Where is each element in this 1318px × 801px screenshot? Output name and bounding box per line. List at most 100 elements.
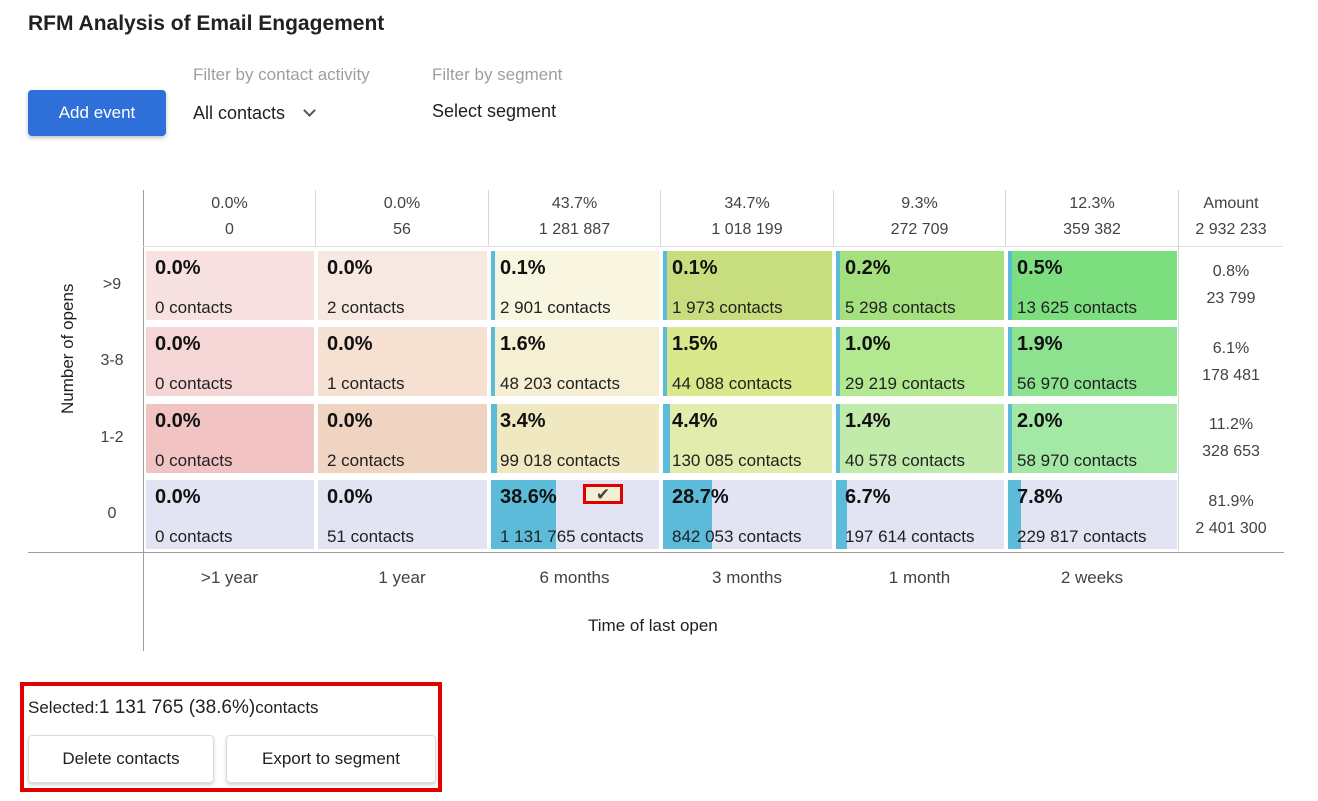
- amount-header: Amount 2 932 233: [1179, 191, 1283, 243]
- cell-pct: 0.0%: [327, 333, 373, 355]
- export-to-segment-button[interactable]: Export to segment: [226, 735, 436, 783]
- row-total-amount: 2 401 300: [1195, 520, 1267, 537]
- column-header-3months: 34.7% 1 018 199: [661, 191, 833, 243]
- matrix-cell[interactable]: 1.9% 56 970 contacts: [1008, 327, 1177, 396]
- cell-count: 58 970 contacts: [1017, 451, 1138, 470]
- col-divider: [833, 190, 834, 246]
- row-total-amount: 328 653: [1202, 443, 1260, 460]
- matrix-cell[interactable]: 0.1% 2 901 contacts: [491, 251, 659, 320]
- cell-count: 51 contacts: [327, 527, 414, 546]
- cell-pct: 0.0%: [327, 410, 373, 432]
- cell-pct: 0.0%: [155, 410, 201, 432]
- matrix-cell[interactable]: 1.5% 44 088 contacts: [663, 327, 832, 396]
- y-axis-line: [143, 190, 144, 651]
- cell-fill-bar: [836, 251, 841, 320]
- row-total-3-8: 6.1% 178 481: [1179, 335, 1283, 389]
- col-divider: [660, 190, 661, 246]
- column-label-2weeks: 2 weeks: [1060, 568, 1124, 587]
- cell-pct: 0.0%: [155, 486, 201, 508]
- selected-check-marker[interactable]: ✔: [583, 484, 623, 504]
- filter-segment-label: Filter by segment: [432, 65, 563, 84]
- cell-fill-bar: [663, 404, 671, 473]
- cell-pct: 0.2%: [845, 257, 891, 279]
- matrix-cell-selected[interactable]: 38.6% 1 131 765 contacts: [491, 480, 659, 549]
- column-pct: 12.3%: [1069, 195, 1115, 212]
- matrix-cell[interactable]: 0.0% 2 contacts: [318, 404, 487, 473]
- cell-pct: 2.0%: [1017, 410, 1063, 432]
- matrix-cell[interactable]: 1.6% 48 203 contacts: [491, 327, 659, 396]
- row-total-pct: 0.8%: [1212, 263, 1250, 280]
- cell-fill-bar: [491, 327, 496, 396]
- cell-pct: 0.1%: [500, 257, 546, 279]
- cell-count: 2 contacts: [327, 298, 405, 317]
- cell-count: 229 817 contacts: [1017, 527, 1147, 546]
- cell-fill-bar: [836, 327, 841, 396]
- cell-pct: 0.1%: [672, 257, 718, 279]
- cell-fill-bar: [1008, 327, 1013, 396]
- matrix-cell[interactable]: 1.4% 40 578 contacts: [836, 404, 1004, 473]
- matrix-cell[interactable]: 0.0% 0 contacts: [146, 480, 314, 549]
- cell-pct: 0.0%: [155, 333, 201, 355]
- selection-panel: [20, 682, 442, 792]
- matrix-cell[interactable]: 7.8% 229 817 contacts: [1008, 480, 1177, 549]
- matrix-cell[interactable]: 0.0% 0 contacts: [146, 327, 314, 396]
- cell-count: 197 614 contacts: [845, 527, 975, 546]
- cell-count: 0 contacts: [155, 451, 233, 470]
- row-total-amount: 178 481: [1202, 367, 1260, 384]
- cell-count: 842 053 contacts: [672, 527, 802, 546]
- delete-contacts-button[interactable]: Delete contacts: [28, 735, 214, 783]
- cell-count: 29 219 contacts: [845, 374, 966, 393]
- row-total-0: 81.9% 2 401 300: [1179, 488, 1283, 542]
- cell-pct: 0.0%: [327, 486, 373, 508]
- matrix-cell[interactable]: 0.0% 0 contacts: [146, 251, 314, 320]
- matrix-cell[interactable]: 0.5% 13 625 contacts: [1008, 251, 1177, 320]
- cell-count: 48 203 contacts: [500, 374, 621, 393]
- column-amount: 272 709: [890, 221, 949, 238]
- col-divider: [1005, 190, 1006, 246]
- cell-count: 2 contacts: [327, 451, 405, 470]
- amount-title: Amount: [1203, 195, 1259, 212]
- cell-pct: 1.0%: [845, 333, 891, 355]
- filter-activity-select[interactable]: All contacts: [193, 103, 316, 124]
- chevron-down-icon: [303, 104, 316, 117]
- column-header-gt1year: 0.0% 0: [144, 191, 315, 243]
- column-pct: 0.0%: [383, 195, 421, 212]
- cell-pct: 1.4%: [845, 410, 891, 432]
- column-label-gt1year: >1 year: [200, 568, 259, 587]
- amount-total: 2 932 233: [1195, 221, 1267, 238]
- cell-fill-bar: [491, 251, 496, 320]
- row-total-gt9: 0.8% 23 799: [1179, 258, 1283, 312]
- column-header-6months: 43.7% 1 281 887: [489, 191, 660, 243]
- filter-segment-select[interactable]: Select segment: [432, 101, 557, 121]
- cell-count: 0 contacts: [155, 298, 233, 317]
- matrix-cell[interactable]: 1.0% 29 219 contacts: [836, 327, 1004, 396]
- cell-pct: 1.9%: [1017, 333, 1063, 355]
- add-event-button[interactable]: Add event: [28, 90, 166, 136]
- cell-fill-bar: [836, 404, 841, 473]
- matrix-cell[interactable]: 0.1% 1 973 contacts: [663, 251, 832, 320]
- cell-pct: 0.0%: [327, 257, 373, 279]
- cell-pct: 7.8%: [1017, 486, 1063, 508]
- matrix-cell[interactable]: 0.0% 0 contacts: [146, 404, 314, 473]
- matrix-cell[interactable]: 0.0% 1 contacts: [318, 327, 487, 396]
- column-pct: 34.7%: [724, 195, 770, 212]
- matrix-cell[interactable]: 28.7% 842 053 contacts: [663, 480, 832, 549]
- matrix-cell[interactable]: 0.2% 5 298 contacts: [836, 251, 1004, 320]
- matrix-cell[interactable]: 3.4% 99 018 contacts: [491, 404, 659, 473]
- column-pct: 9.3%: [901, 195, 938, 212]
- matrix-cell[interactable]: 0.0% 2 contacts: [318, 251, 487, 320]
- matrix-cell[interactable]: 6.7% 197 614 contacts: [836, 480, 1004, 549]
- cell-pct: 38.6%: [500, 486, 557, 508]
- cell-count: 56 970 contacts: [1017, 374, 1138, 393]
- cell-fill-bar: [1008, 480, 1022, 549]
- row-label-0: 0: [107, 505, 117, 522]
- cell-pct: 0.5%: [1017, 257, 1063, 279]
- selection-suffix: contacts: [255, 698, 319, 717]
- row-total-pct: 81.9%: [1208, 493, 1254, 510]
- matrix-cell[interactable]: 0.0% 51 contacts: [318, 480, 487, 549]
- matrix-cell[interactable]: 4.4% 130 085 contacts: [663, 404, 832, 473]
- matrix-cell[interactable]: 2.0% 58 970 contacts: [1008, 404, 1177, 473]
- cell-count: 1 contacts: [327, 374, 405, 393]
- row-total-amount: 23 799: [1206, 290, 1256, 307]
- cell-pct: 28.7%: [672, 486, 729, 508]
